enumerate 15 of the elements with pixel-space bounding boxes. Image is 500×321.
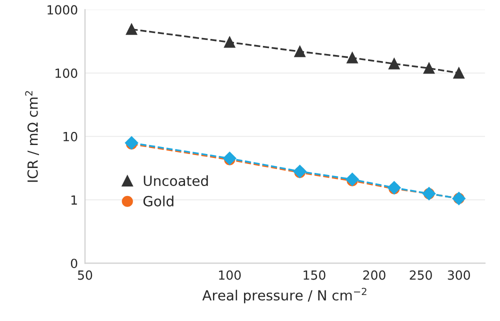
y-tick-label: 1 — [71, 195, 77, 205]
y-tick-label: 1000 — [48, 5, 78, 15]
x-tick-label: 300 — [448, 270, 470, 280]
x-tick-label: 100 — [219, 270, 241, 280]
x-tick-label: 250 — [410, 270, 432, 280]
x-tick-label: 50 — [78, 270, 92, 280]
y-axis-title: ICR / mΩ cm$^{2}$ — [25, 91, 39, 182]
y-tick-label: 0 — [70, 258, 78, 268]
x-tick-label: 150 — [304, 270, 326, 280]
y-tick-label: 100 — [56, 68, 78, 78]
x-axis-title: Areal pressure / N cm$^{−2}$ — [202, 288, 366, 304]
legend-label: Gold — [143, 196, 174, 206]
x-tick-label: 200 — [363, 270, 386, 280]
legend-label: Uncoated — [144, 175, 208, 186]
y-tick-label: 10 — [64, 132, 78, 142]
